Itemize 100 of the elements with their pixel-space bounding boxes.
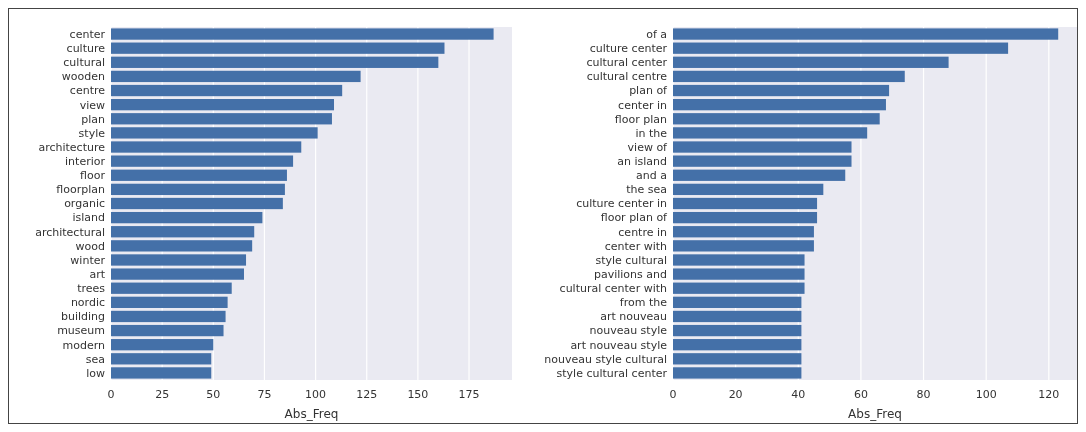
bar	[111, 310, 226, 323]
bar	[111, 99, 335, 111]
y-tick-label: island	[72, 211, 105, 225]
y-tick-label: architectural	[35, 225, 105, 239]
y-tick-label: cultural centre	[586, 70, 668, 84]
bar	[111, 169, 287, 181]
x-axis-title: Abs_Freq	[284, 407, 339, 421]
bar	[111, 296, 228, 308]
bar	[673, 70, 905, 83]
y-tick-label: an island	[617, 154, 667, 168]
y-tick-label: organic	[64, 197, 105, 211]
y-tick-label: floor	[80, 169, 106, 183]
y-tick-label: plan of	[629, 84, 669, 98]
y-tick-label: culture center in	[576, 197, 668, 211]
y-tick-label: culture center	[589, 42, 668, 56]
bar	[111, 56, 439, 68]
x-tick-label: 40	[791, 388, 806, 401]
bar	[111, 84, 343, 97]
y-tick-label: wood	[75, 239, 105, 253]
bar	[673, 324, 802, 337]
bar	[673, 28, 1059, 40]
x-tick-label: 60	[853, 388, 868, 401]
bar	[111, 113, 332, 125]
bar	[673, 211, 818, 224]
bar	[673, 339, 802, 351]
bar	[111, 339, 214, 351]
bar	[673, 99, 886, 111]
y-tick-label: style cultural	[595, 253, 667, 267]
x-tick-label: 125	[356, 388, 378, 401]
y-tick-label: view of	[627, 140, 669, 154]
bar	[111, 70, 361, 83]
y-tick-label: plan	[81, 112, 106, 126]
y-tick-label: centre	[69, 84, 106, 98]
x-tick-label: 20	[728, 388, 743, 401]
y-tick-label: nordic	[70, 296, 105, 310]
x-tick-label: 150	[407, 388, 429, 401]
bar	[111, 282, 232, 294]
y-tick-label: modern	[62, 338, 106, 352]
bar	[673, 268, 805, 280]
bar	[673, 310, 802, 323]
bar	[673, 226, 814, 238]
y-tick-label: cultural center with	[559, 282, 668, 296]
bar	[111, 353, 212, 365]
bar	[673, 240, 814, 252]
bar	[673, 56, 949, 68]
bar	[673, 282, 805, 294]
y-tick-label: style cultural center	[556, 366, 668, 380]
x-tick-label: 100	[975, 388, 997, 401]
bar	[673, 42, 1009, 54]
x-tick-label: 175	[458, 388, 480, 401]
y-tick-label: art nouveau style	[570, 338, 668, 352]
x-tick-label: 75	[257, 388, 272, 401]
bar	[111, 183, 285, 196]
bar	[111, 42, 445, 54]
bar	[673, 254, 805, 266]
bar	[673, 367, 802, 379]
y-tick-label: from the	[619, 296, 668, 310]
bar	[673, 169, 846, 181]
y-tick-label: sea	[85, 352, 105, 366]
y-tick-label: center in	[618, 98, 668, 112]
bar	[111, 127, 318, 139]
bar	[673, 296, 802, 308]
bar	[673, 353, 802, 365]
x-tick-label: 100	[305, 388, 327, 401]
y-tick-label: museum	[57, 324, 105, 338]
y-tick-label: and a	[636, 169, 667, 183]
bar	[111, 367, 212, 379]
y-tick-label: style	[78, 126, 106, 140]
y-tick-label: the sea	[626, 183, 667, 197]
bar	[673, 141, 852, 153]
y-tick-label: cultural	[63, 56, 105, 70]
y-tick-label: center with	[604, 239, 668, 253]
x-tick-label: 80	[916, 388, 931, 401]
bar	[673, 113, 880, 125]
bar	[673, 183, 824, 196]
y-tick-label: of a	[646, 27, 667, 41]
bar	[111, 211, 263, 224]
x-tick-label: 25	[155, 388, 170, 401]
y-tick-label: wooden	[61, 70, 106, 84]
y-tick-label: center	[69, 27, 106, 41]
x-tick-label: 0	[669, 388, 677, 401]
y-tick-label: culture	[66, 42, 106, 56]
x-tick-label: 120	[1038, 388, 1060, 401]
y-tick-label: interior	[65, 154, 106, 168]
x-tick-label: 50	[206, 388, 221, 401]
y-tick-label: building	[60, 310, 105, 324]
y-tick-label: low	[86, 366, 105, 380]
y-tick-label: floor plan of	[600, 211, 669, 225]
y-tick-label: cultural center	[586, 56, 668, 70]
y-tick-label: winter	[70, 253, 106, 267]
y-tick-label: pavilions and	[593, 267, 667, 281]
bar	[111, 141, 302, 153]
bar	[111, 268, 244, 280]
y-tick-label: art nouveau	[600, 310, 667, 324]
bar	[673, 197, 818, 210]
y-tick-label: architecture	[38, 140, 106, 154]
y-tick-label: art	[89, 267, 106, 281]
bar	[673, 155, 852, 167]
x-tick-label: 0	[107, 388, 115, 401]
y-tick-label: in the	[635, 126, 668, 140]
